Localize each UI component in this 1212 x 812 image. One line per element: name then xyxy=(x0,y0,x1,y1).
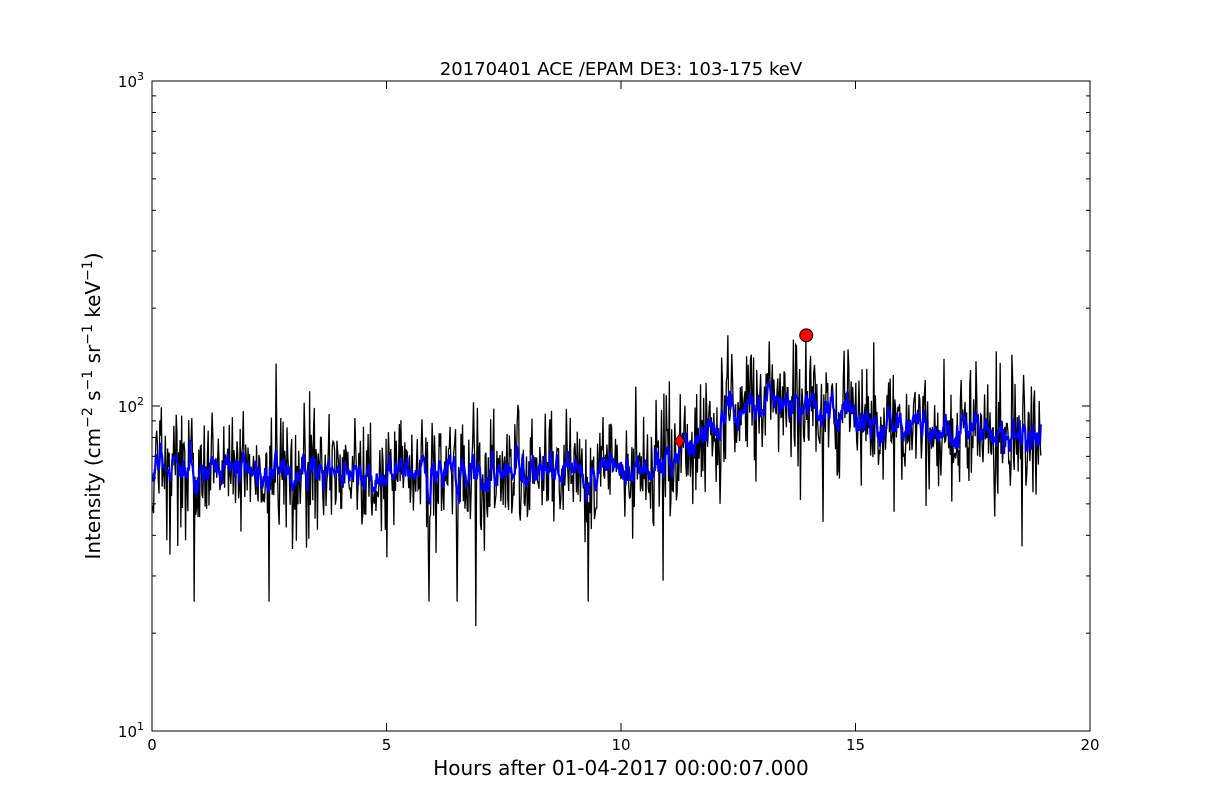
y-tick-label: 102 xyxy=(118,395,144,416)
marker-diamond xyxy=(674,433,686,449)
chart-title: 20170401 ACE /EPAM DE3: 103-175 keV xyxy=(440,59,803,80)
x-axis-ticks: 0 5 10 15 20 xyxy=(147,81,1100,754)
marker-circle xyxy=(799,328,814,343)
plot-frame xyxy=(151,80,1091,732)
y-tick-label: 101 xyxy=(118,720,144,741)
x-tick-label: 15 xyxy=(846,736,865,754)
y-axis-ticks: 101 102 103 xyxy=(118,70,1090,741)
y-axis-label: Intensity (cm−2 s−1 sr−1 keV−1) xyxy=(80,252,105,559)
series-smoothed-line xyxy=(152,381,1042,505)
x-axis-label: Hours after 01-04-2017 00:00:07.000 xyxy=(433,756,809,780)
plot-area xyxy=(151,80,1091,732)
marker-layer xyxy=(674,328,814,449)
x-tick-label: 20 xyxy=(1080,736,1099,754)
x-tick-label: 10 xyxy=(611,736,630,754)
x-tick-label: 5 xyxy=(382,736,392,754)
x-tick-label: 0 xyxy=(147,736,157,754)
series-layer xyxy=(152,335,1042,627)
y-tick-label: 103 xyxy=(118,70,144,91)
